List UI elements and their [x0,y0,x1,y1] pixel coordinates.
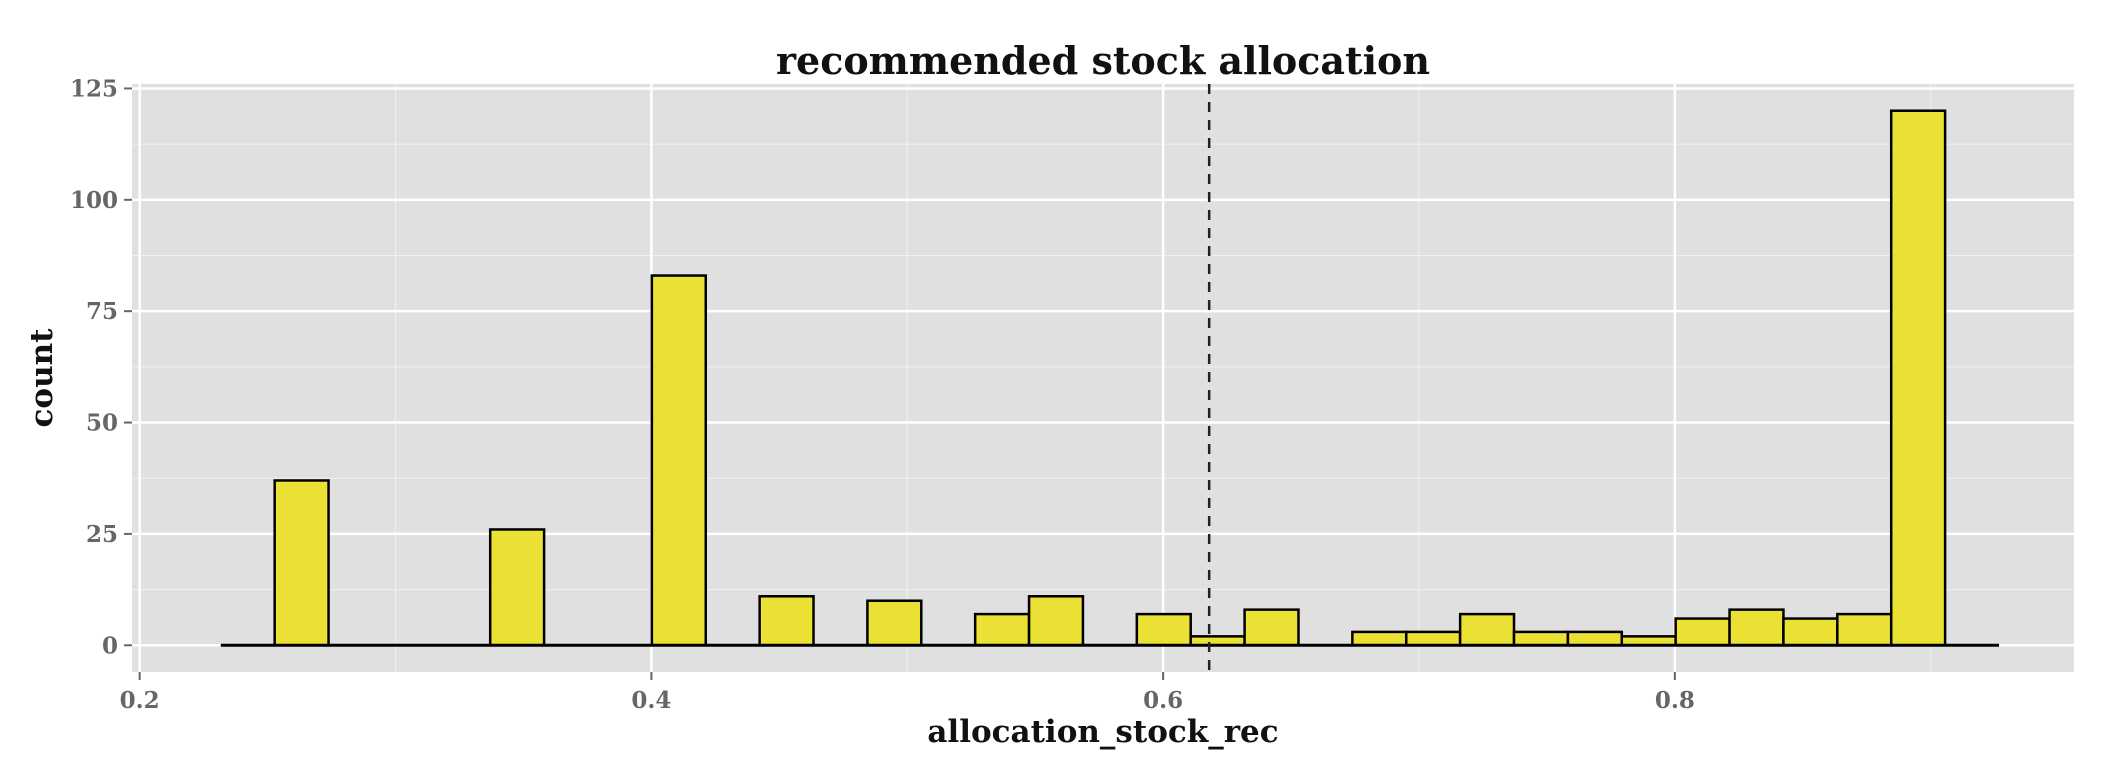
bars [273,109,1947,647]
histogram-bar [1135,612,1192,647]
histogram-bar [1728,608,1785,647]
grid-minor [132,84,2074,672]
plot-panel [132,84,2074,672]
histogram-bar [1351,630,1408,647]
histogram-bar [1243,608,1300,647]
histogram-bar [1404,630,1462,647]
y-axis-title: count [24,328,60,428]
histogram-bar [273,479,330,647]
x-tick-label: 0.8 [1655,687,1695,714]
x-axis: 0.2 0.4 0.6 0.8 [120,672,1695,714]
histogram-bar [1566,630,1624,647]
histogram-bar [1027,595,1085,647]
x-tick-label: 0.6 [1143,687,1183,714]
chart-title: recommended stock allocation [776,38,1430,83]
x-tick-label: 0.4 [631,687,671,714]
x-tick-label: 0.2 [120,687,160,714]
x-axis-title: allocation_stock_rec [927,714,1278,750]
histogram-bar [973,612,1031,647]
histogram-bar [488,528,546,647]
y-tick-label: 100 [70,187,118,214]
histogram-bar [1458,612,1516,647]
y-axis: 0 25 50 75 100 125 [70,75,132,659]
y-tick-label: 75 [86,298,118,325]
histogram-bar [1512,630,1570,647]
y-tick-label: 25 [86,521,118,548]
y-tick-label: 125 [70,75,118,102]
histogram-bar [758,595,815,647]
y-tick-label: 50 [86,410,118,437]
histogram-bar [650,274,707,647]
histogram-bar [1836,612,1893,647]
y-tick-label: 0 [102,632,118,659]
histogram-bar [1889,109,1947,647]
histogram-bar [866,599,923,647]
histogram-bar [1782,617,1839,647]
histogram-bar [1674,617,1731,647]
